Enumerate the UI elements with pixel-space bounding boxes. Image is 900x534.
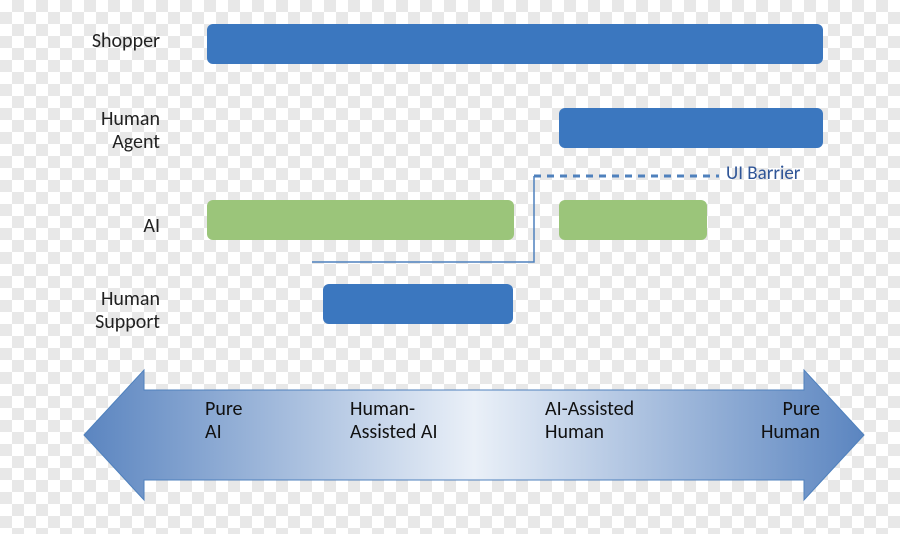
row-label-human-support: HumanSupport [80, 288, 160, 334]
axis-label-human-assisted-ai: Human-Assisted AI [350, 398, 437, 444]
bar-ai-segment-1 [207, 200, 514, 240]
axis-label-pure-human: PureHuman [761, 398, 820, 444]
bar-shopper [207, 24, 823, 64]
bar-human-agent [559, 108, 823, 148]
bar-human-support [323, 284, 513, 324]
spectrum-arrow [84, 370, 864, 505]
ui-barrier-label: UI Barrier [726, 162, 800, 185]
axis-label-pure-ai: PureAI [205, 398, 243, 444]
axis-label-ai-assisted-human: AI-AssistedHuman [545, 398, 634, 444]
row-label-ai: AI [130, 215, 160, 238]
row-label-human-agent: HumanAgent [90, 108, 160, 154]
row-label-shopper: Shopper [80, 30, 160, 53]
bar-ai-segment-2 [559, 200, 707, 240]
